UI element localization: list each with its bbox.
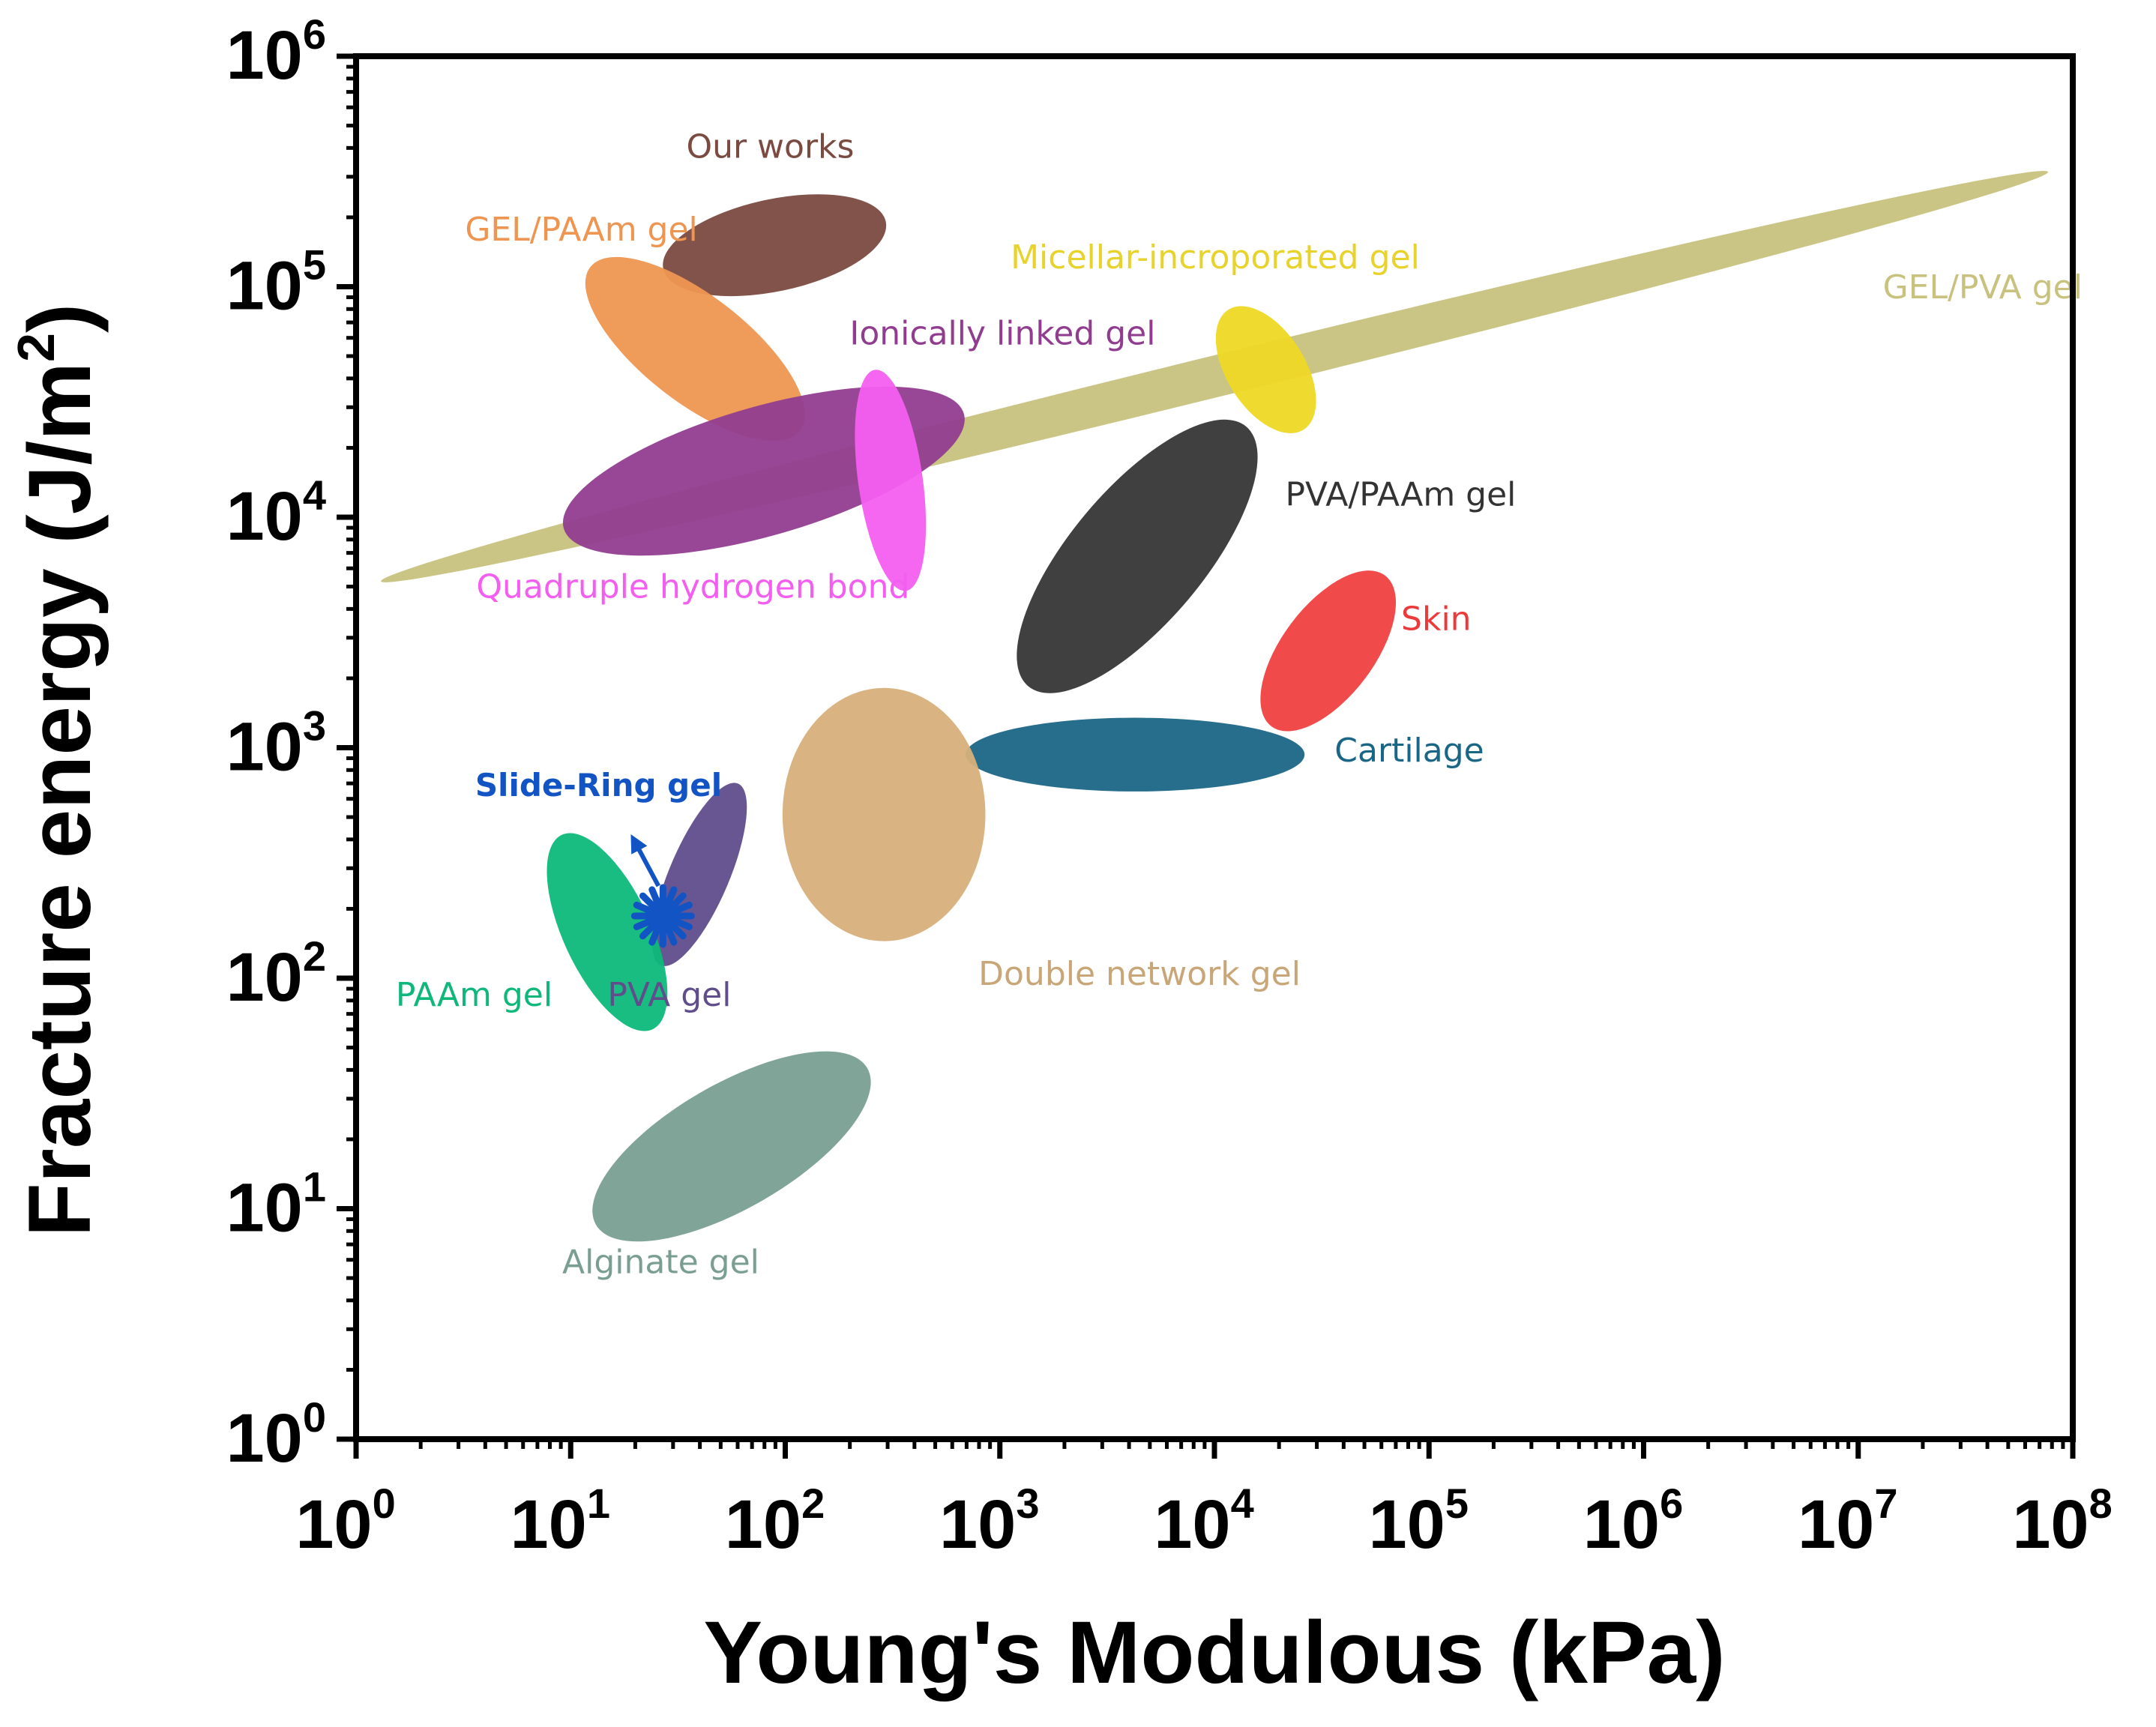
label-pva-paam-gel: PVA/PAAm gel (1285, 476, 1516, 514)
ticks-layer: 100 101 102 103 104 105 106 107 108 100 101 102 103 1… (226, 10, 2113, 1563)
label-gel-paam-gel: GEL/PAAm gel (465, 211, 697, 249)
y-axis-title: Fracture energy (J/m2) (7, 304, 109, 1238)
x-tick-label: 102 (725, 1480, 825, 1563)
label-paam-gel: PAAm gel (396, 976, 552, 1014)
y-tick-label: 104 (226, 471, 327, 555)
label-slide-ring-gel: Slide-Ring gel (475, 767, 722, 804)
label-pva-gel: PVA gel (607, 976, 731, 1014)
region-labels-layer: GEL/PVA gel Our works GEL/PAAm gel Ionicall… (396, 127, 2083, 1281)
regions-layer (381, 170, 2048, 1242)
label-double-network-gel: Double network gel (978, 955, 1301, 993)
region-quadruple-hydrogen-bond (855, 370, 927, 591)
y-tick-label: 103 (226, 702, 327, 786)
slide-ring-arrow (630, 834, 660, 887)
label-our-works: Our works (686, 127, 854, 166)
y-tick-label: 106 (226, 10, 327, 94)
y-tick-label: 102 (226, 932, 327, 1016)
region-gel-paam-gel (585, 256, 805, 441)
region-alginate-gel (592, 1051, 871, 1242)
x-tick-label: 105 (1369, 1480, 1469, 1563)
label-gel-pva-gel: GEL/PVA gel (1883, 268, 2083, 307)
x-tick-label: 104 (1154, 1480, 1254, 1563)
y-tick-label: 101 (226, 1163, 327, 1247)
label-micellar-incroporated-gel: Micellar-incroporated gel (1011, 238, 1420, 277)
region-skin (1260, 570, 1397, 732)
x-tick-label: 106 (1583, 1480, 1684, 1563)
region-micellar-incroporated-gel (1215, 306, 1316, 433)
region-cartilage (965, 717, 1305, 792)
label-cartilage: Cartilage (1334, 732, 1484, 770)
label-quadruple-hydrogen-bond: Quadruple hydrogen bond (476, 568, 909, 606)
x-tick-label: 100 (295, 1480, 396, 1563)
slide-ring-marker (630, 884, 695, 948)
label-ionically-linked-gel: Ionically linked gel (849, 314, 1155, 352)
label-skin: Skin (1401, 600, 1472, 639)
label-alginate-gel: Alginate gel (562, 1244, 759, 1282)
x-tick-label: 108 (2012, 1480, 2113, 1563)
region-pva-paam-gel (1017, 419, 1258, 693)
y-tick-label: 105 (226, 241, 327, 325)
x-tick-label: 101 (511, 1480, 611, 1563)
x-tick-label: 103 (939, 1480, 1040, 1563)
x-axis-title: Young's Modulous (kPa) (703, 1603, 1725, 1702)
region-our-works (663, 194, 887, 297)
region-paam-gel (546, 833, 668, 1031)
y-tick-label: 100 (226, 1393, 327, 1477)
x-tick-label: 107 (1798, 1480, 1898, 1563)
region-double-network-gel (782, 687, 986, 941)
